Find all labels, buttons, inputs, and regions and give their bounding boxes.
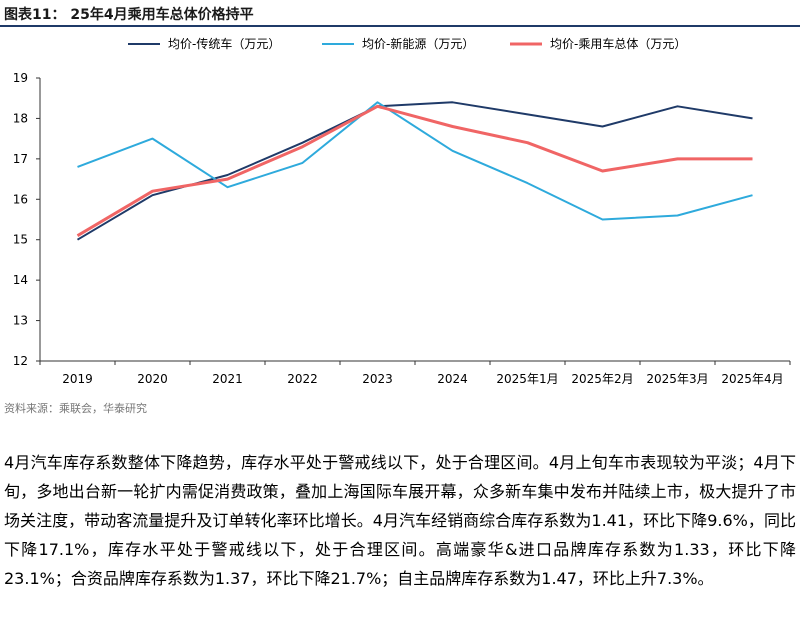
x-axis: 2019 2020 2021 2022 2023 2024 2025年1月 2025年2月 20… [39,360,791,386]
legend-label: 均价-传统车（万元） [168,36,280,51]
x-tick-label: 2024 [437,372,468,386]
x-tick-label: 2019 [62,372,93,386]
series-line-1 [76,101,753,241]
body-text: 4月汽车库存系数整体下降趋势，库存水平处于警戒线以下，处于合理区间。4月上旬车市… [4,453,796,588]
x-tick-label: 2023 [362,372,393,386]
x-tick-label: 2025年2月 [571,372,633,386]
y-tick-label: 12 [13,354,28,368]
x-tick-label: 2020 [137,372,168,386]
x-tick-label: 2021 [212,372,243,386]
title-divider [0,25,800,27]
legend: 均价-传统车（万元） 均价-新能源（万元） 均价-乘用车总体（万元） [128,36,686,51]
series-line-2 [77,101,753,221]
series-lines [76,101,753,241]
series-line-3 [76,104,753,237]
legend-label: 均价-新能源（万元） [362,36,474,51]
x-tick-label: 2025年4月 [721,372,783,386]
y-axis: 12 13 14 15 16 17 18 19 [13,71,41,368]
body-paragraph: 4月汽车库存系数整体下降趋势，库存水平处于警戒线以下，处于合理区间。4月上旬车市… [4,448,796,593]
y-tick-label: 16 [13,192,28,206]
x-tick-label: 2025年1月 [496,372,558,386]
y-tick-label: 17 [13,152,28,166]
line-chart: 12 13 14 15 16 17 18 19 2019 2020 2021 2022 2023 202… [13,36,791,386]
source-note: 资料来源：乘联会，华泰研究 [4,402,147,415]
x-tick-label: 2025年3月 [646,372,708,386]
x-tick-label: 2022 [287,372,318,386]
y-tick-label: 15 [13,233,28,247]
y-tick-label: 14 [13,273,28,287]
figure-title: 图表11： 25年4月乘用车总体价格持平 [4,7,254,23]
legend-label: 均价-乘用车总体（万元） [550,36,686,51]
y-tick-label: 18 [13,111,28,125]
y-tick-label: 19 [13,71,28,85]
y-tick-label: 13 [13,314,28,328]
